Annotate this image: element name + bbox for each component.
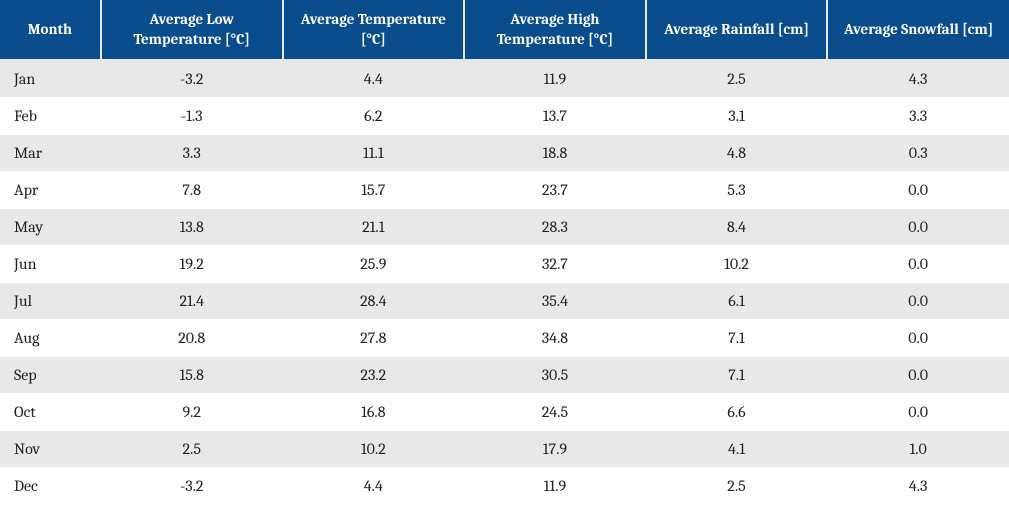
cell-rain: 4.8 — [646, 135, 828, 172]
cell-rain: 7.1 — [646, 357, 828, 394]
table-row: Jun 19.2 25.9 32.7 10.2 0.0 — [0, 246, 1009, 283]
table-row: Aug 20.8 27.8 34.8 7.1 0.0 — [0, 320, 1009, 357]
cell-month: Jul — [0, 283, 101, 320]
cell-high: 24.5 — [464, 394, 646, 431]
cell-snow: 1.0 — [827, 431, 1009, 468]
cell-snow: 0.0 — [827, 209, 1009, 246]
cell-low: -3.2 — [101, 468, 283, 505]
cell-snow: 0.0 — [827, 357, 1009, 394]
cell-low: 7.8 — [101, 172, 283, 209]
cell-low: 19.2 — [101, 246, 283, 283]
cell-snow: 4.3 — [827, 60, 1009, 98]
header-low-temp: Average Low Temperature [°C] — [101, 0, 283, 60]
table-row: Oct 9.2 16.8 24.5 6.6 0.0 — [0, 394, 1009, 431]
climate-table: Month Average Low Temperature [°C] Avera… — [0, 0, 1009, 505]
header-month: Month — [0, 0, 101, 60]
cell-rain: 7.1 — [646, 320, 828, 357]
cell-low: 21.4 — [101, 283, 283, 320]
cell-avg: 23.2 — [283, 357, 465, 394]
cell-rain: 2.5 — [646, 468, 828, 505]
cell-avg: 6.2 — [283, 98, 465, 135]
cell-high: 13.7 — [464, 98, 646, 135]
table-row: Dec -3.2 4.4 11.9 2.5 4.3 — [0, 468, 1009, 505]
cell-rain: 10.2 — [646, 246, 828, 283]
cell-month: Apr — [0, 172, 101, 209]
table-row: Jul 21.4 28.4 35.4 6.1 0.0 — [0, 283, 1009, 320]
cell-rain: 6.1 — [646, 283, 828, 320]
table-header: Month Average Low Temperature [°C] Avera… — [0, 0, 1009, 60]
cell-avg: 11.1 — [283, 135, 465, 172]
table-row: Sep 15.8 23.2 30.5 7.1 0.0 — [0, 357, 1009, 394]
cell-avg: 27.8 — [283, 320, 465, 357]
cell-snow: 4.3 — [827, 468, 1009, 505]
cell-avg: 4.4 — [283, 60, 465, 98]
cell-month: Jan — [0, 60, 101, 98]
cell-low: 9.2 — [101, 394, 283, 431]
table-row: Jan -3.2 4.4 11.9 2.5 4.3 — [0, 60, 1009, 98]
cell-avg: 10.2 — [283, 431, 465, 468]
cell-snow: 0.0 — [827, 246, 1009, 283]
cell-rain: 2.5 — [646, 60, 828, 98]
cell-rain: 5.3 — [646, 172, 828, 209]
cell-snow: 0.0 — [827, 172, 1009, 209]
cell-snow: 0.0 — [827, 283, 1009, 320]
cell-avg: 21.1 — [283, 209, 465, 246]
cell-high: 32.7 — [464, 246, 646, 283]
header-high-temp: Average High Temperature [°C] — [464, 0, 646, 60]
header-row: Month Average Low Temperature [°C] Avera… — [0, 0, 1009, 60]
cell-rain: 4.1 — [646, 431, 828, 468]
cell-month: Jun — [0, 246, 101, 283]
cell-month: Sep — [0, 357, 101, 394]
cell-snow: 0.0 — [827, 394, 1009, 431]
cell-month: Nov — [0, 431, 101, 468]
cell-high: 18.8 — [464, 135, 646, 172]
cell-low: 13.8 — [101, 209, 283, 246]
cell-low: -1.3 — [101, 98, 283, 135]
cell-low: 2.5 — [101, 431, 283, 468]
header-snowfall: Average Snowfall [cm] — [827, 0, 1009, 60]
cell-avg: 15.7 — [283, 172, 465, 209]
cell-high: 34.8 — [464, 320, 646, 357]
cell-month: Aug — [0, 320, 101, 357]
table-row: Feb -1.3 6.2 13.7 3.1 3.3 — [0, 98, 1009, 135]
cell-low: 3.3 — [101, 135, 283, 172]
cell-rain: 8.4 — [646, 209, 828, 246]
cell-month: Dec — [0, 468, 101, 505]
cell-avg: 16.8 — [283, 394, 465, 431]
cell-high: 23.7 — [464, 172, 646, 209]
table-body: Jan -3.2 4.4 11.9 2.5 4.3 Feb -1.3 6.2 1… — [0, 60, 1009, 505]
cell-avg: 25.9 — [283, 246, 465, 283]
climate-table-container: Month Average Low Temperature [°C] Avera… — [0, 0, 1009, 505]
cell-snow: 0.3 — [827, 135, 1009, 172]
cell-rain: 3.1 — [646, 98, 828, 135]
cell-high: 30.5 — [464, 357, 646, 394]
cell-month: Feb — [0, 98, 101, 135]
cell-snow: 0.0 — [827, 320, 1009, 357]
cell-high: 17.9 — [464, 431, 646, 468]
cell-rain: 6.6 — [646, 394, 828, 431]
table-row: Nov 2.5 10.2 17.9 4.1 1.0 — [0, 431, 1009, 468]
cell-high: 35.4 — [464, 283, 646, 320]
cell-high: 11.9 — [464, 468, 646, 505]
table-row: Apr 7.8 15.7 23.7 5.3 0.0 — [0, 172, 1009, 209]
cell-low: -3.2 — [101, 60, 283, 98]
cell-avg: 4.4 — [283, 468, 465, 505]
header-avg-temp: Average Temperature [°C] — [283, 0, 465, 60]
cell-high: 11.9 — [464, 60, 646, 98]
cell-month: Oct — [0, 394, 101, 431]
cell-avg: 28.4 — [283, 283, 465, 320]
cell-low: 15.8 — [101, 357, 283, 394]
cell-month: May — [0, 209, 101, 246]
cell-snow: 3.3 — [827, 98, 1009, 135]
table-row: May 13.8 21.1 28.3 8.4 0.0 — [0, 209, 1009, 246]
cell-low: 20.8 — [101, 320, 283, 357]
header-rainfall: Average Rainfall [cm] — [646, 0, 828, 60]
cell-high: 28.3 — [464, 209, 646, 246]
table-row: Mar 3.3 11.1 18.8 4.8 0.3 — [0, 135, 1009, 172]
cell-month: Mar — [0, 135, 101, 172]
